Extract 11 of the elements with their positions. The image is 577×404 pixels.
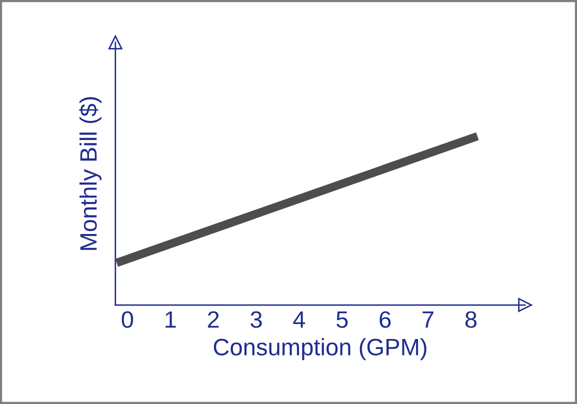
x-tick-label: 1: [166, 311, 176, 328]
x-tick-label: 0: [122, 311, 134, 328]
x-tick-label: 5: [336, 311, 348, 328]
x-tick-label: 4: [293, 311, 306, 328]
x-tick-label: 6: [380, 311, 391, 328]
x-tick-label: 8: [465, 311, 476, 328]
x-tick-label: 2: [208, 311, 219, 328]
x-tick-label: 3: [250, 311, 262, 328]
x-tick-label: 7: [422, 311, 434, 328]
y-axis-title: Monthly Bill ($): [79, 97, 102, 250]
x-axis-title: Consumption (GPM): [214, 338, 426, 360]
